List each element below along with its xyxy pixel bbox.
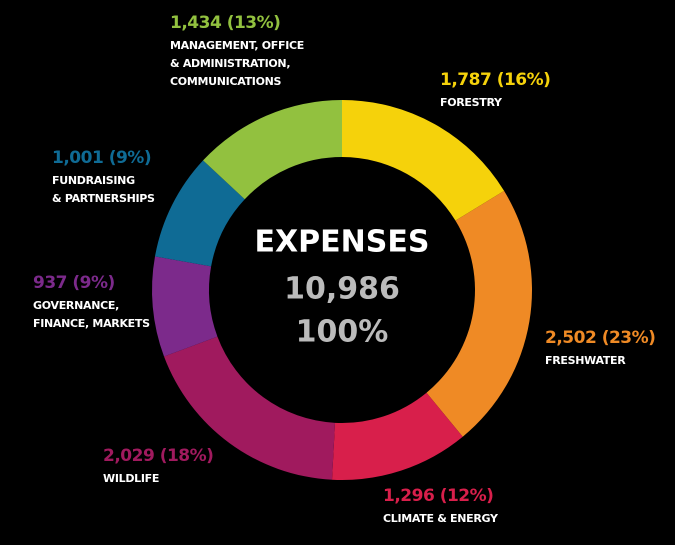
value-label: 1,787 (16%) (440, 70, 551, 90)
slice (164, 336, 336, 480)
value-label: 1,296 (12%) (383, 486, 494, 506)
slice-label: 2,029 (18%) WILDLIFE (103, 446, 214, 488)
value-label: 2,502 (23%) (545, 328, 656, 348)
slice (342, 100, 505, 221)
category-label: GOVERNANCE, FINANCE, MARKETS (33, 299, 150, 330)
center-title: EXPENSES (255, 225, 430, 260)
value-label: 2,029 (18%) (103, 446, 214, 466)
slice (152, 256, 218, 357)
slice (332, 392, 463, 480)
value-label: 1,001 (9%) (52, 148, 152, 168)
category-label: WILDLIFE (103, 472, 160, 485)
slice (426, 190, 532, 437)
slice-label: 1,787 (16%) FORESTRY (440, 70, 551, 112)
category-label: CLIMATE & ENERGY (383, 512, 498, 525)
category-label: FUNDRAISING & PARTNERSHIPS (52, 174, 155, 205)
slice-label: 1,296 (12%) CLIMATE & ENERGY (383, 486, 498, 528)
slice-label: 1,001 (9%) FUNDRAISING & PARTNERSHIPS (52, 148, 155, 208)
value-label: 937 (9%) (33, 273, 115, 293)
slice-label: 1,434 (13%) MANAGEMENT, OFFICE & ADMINIST… (170, 13, 304, 91)
center-total: 10,986 (284, 272, 400, 307)
slice-label: 2,502 (23%) FRESHWATER (545, 328, 656, 370)
slice (155, 160, 245, 267)
category-label: FRESHWATER (545, 354, 626, 367)
slice (203, 100, 342, 200)
value-label: 1,434 (13%) (170, 13, 281, 33)
category-label: MANAGEMENT, OFFICE & ADMINISTRATION, COM… (170, 39, 304, 88)
slice-label: 937 (9%) GOVERNANCE, FINANCE, MARKETS (33, 273, 150, 333)
center-percent: 100% (296, 315, 389, 350)
category-label: FORESTRY (440, 96, 502, 109)
